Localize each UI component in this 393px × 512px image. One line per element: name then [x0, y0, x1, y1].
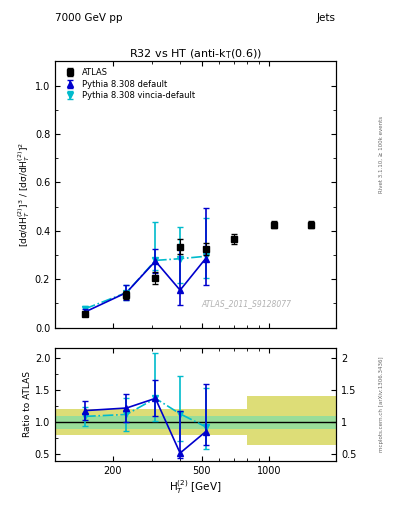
Y-axis label: Ratio to ATLAS: Ratio to ATLAS — [23, 372, 32, 437]
Title: R32 vs HT (anti-k$_\mathrm{T}$(0.6)): R32 vs HT (anti-k$_\mathrm{T}$(0.6)) — [129, 48, 262, 61]
X-axis label: H$_T^{(2)}$ [GeV]: H$_T^{(2)}$ [GeV] — [169, 478, 222, 496]
Y-axis label: [dσ/dH$_T^{(2)}$]$^3$ / [dσ/dH$_T^{(2)}$]$^2$: [dσ/dH$_T^{(2)}$]$^3$ / [dσ/dH$_T^{(2)}$… — [17, 142, 32, 247]
Text: 7000 GeV pp: 7000 GeV pp — [55, 13, 123, 23]
Text: ATLAS_2011_S9128077: ATLAS_2011_S9128077 — [201, 300, 291, 308]
Legend: ATLAS, Pythia 8.308 default, Pythia 8.308 vincia-default: ATLAS, Pythia 8.308 default, Pythia 8.30… — [59, 66, 197, 102]
Text: Jets: Jets — [317, 13, 336, 23]
Text: Rivet 3.1.10, ≥ 100k events: Rivet 3.1.10, ≥ 100k events — [379, 116, 384, 193]
Text: mcplots.cern.ch [arXiv:1306.3436]: mcplots.cern.ch [arXiv:1306.3436] — [379, 357, 384, 452]
